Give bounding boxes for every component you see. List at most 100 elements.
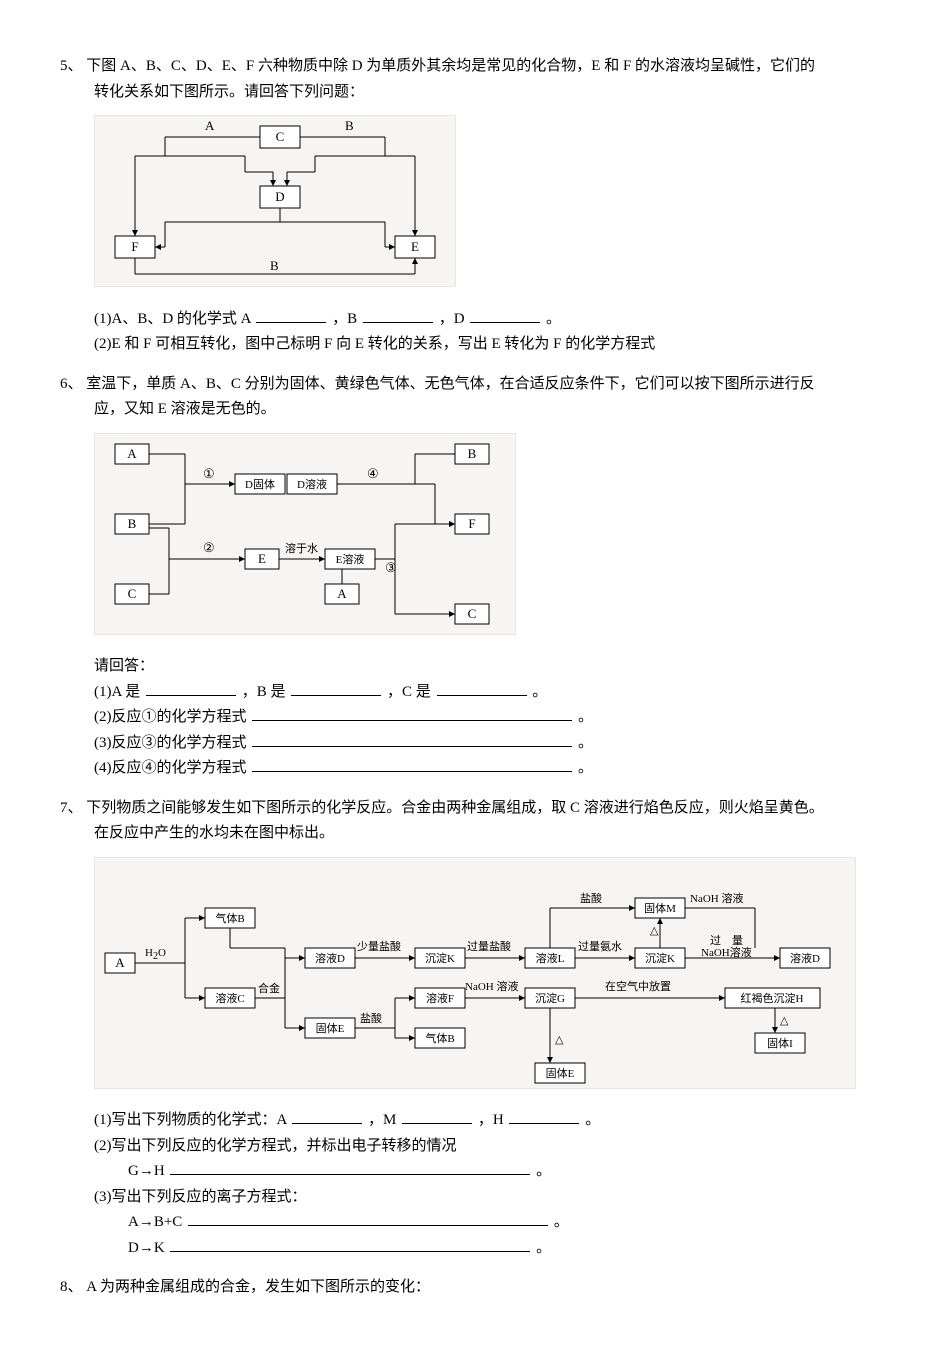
svg-text:H2O: H2O xyxy=(145,947,166,962)
q6-sub2-label: (2)反应①的化学方程式 xyxy=(94,709,247,725)
q7-sub3-head: (3)写出下列反应的离子方程式： xyxy=(60,1185,885,1211)
q7-stem-l2: 在反应中产生的水均未在图中标出。 xyxy=(60,821,885,847)
svg-text:溶液D: 溶液D xyxy=(315,951,345,965)
svg-text:盐酸: 盐酸 xyxy=(360,1011,382,1025)
q7-number: 7、 xyxy=(60,800,83,816)
svg-text:沉淀K: 沉淀K xyxy=(645,951,675,965)
blank[interactable] xyxy=(256,307,326,323)
blank[interactable] xyxy=(437,680,527,696)
svg-text:沉淀K: 沉淀K xyxy=(425,951,455,965)
q6-sub1-b: ，B 是 xyxy=(242,684,286,700)
svg-text:气体B: 气体B xyxy=(215,911,244,925)
q5-stem-l1: 下图 A、B、C、D、E、F 六种物质中除 D 为单质外其余均是常见的化合物，E… xyxy=(86,58,815,74)
svg-text:在空气中放置: 在空气中放置 xyxy=(605,979,671,993)
svg-text:NaOH 溶液: NaOH 溶液 xyxy=(690,891,743,905)
period: 。 xyxy=(578,735,593,751)
q5-sub1-b: ，B xyxy=(332,311,357,327)
q5: 5、 下图 A、B、C、D、E、F 六种物质中除 D 为单质外其余均是常见的化合… xyxy=(60,54,885,80)
blank[interactable] xyxy=(470,307,540,323)
svg-text:过 量: 过 量 xyxy=(710,934,743,947)
blank[interactable] xyxy=(402,1108,472,1124)
q7-sub3-a: A→B+C 。 xyxy=(60,1210,885,1236)
svg-text:溶液L: 溶液L xyxy=(536,951,565,965)
q7-diagram: A 气体B 溶液C 溶液D 固体E 沉淀K 溶液F 气体B 溶液L 沉淀G 固体… xyxy=(94,857,856,1089)
blank[interactable] xyxy=(363,307,433,323)
svg-text:溶液F: 溶液F xyxy=(426,991,454,1005)
svg-text:E: E xyxy=(258,551,266,566)
svg-text:溶于水: 溶于水 xyxy=(285,541,318,555)
q8-number: 8、 xyxy=(60,1279,83,1295)
svg-text:盐酸: 盐酸 xyxy=(580,891,602,905)
svg-text:沉淀G: 沉淀G xyxy=(535,991,565,1005)
q7-sub3-d: D→K 。 xyxy=(60,1236,885,1262)
svg-text:固体E: 固体E xyxy=(546,1066,575,1080)
q7-sub2-g: G→H xyxy=(128,1163,165,1179)
svg-text:固体E: 固体E xyxy=(316,1021,345,1035)
q6-sub1-c: ，C 是 xyxy=(387,684,431,700)
svg-text:红褐色沉淀H: 红褐色沉淀H xyxy=(741,991,804,1005)
svg-text:D固体: D固体 xyxy=(245,477,275,491)
q6-sub4-label: (4)反应④的化学方程式 xyxy=(94,760,247,776)
q6-answer-header: 请回答： xyxy=(60,654,885,680)
svg-text:溶液C: 溶液C xyxy=(215,991,244,1005)
svg-text:△: △ xyxy=(650,925,659,937)
q6-sub1-a: (1)A 是 xyxy=(94,684,140,700)
q7: 7、 下列物质之间能够发生如下图所示的化学反应。合金由两种金属组成，取 C 溶液… xyxy=(60,796,885,822)
q5-sub1-lead: (1)A、B、D 的化学式 A xyxy=(94,311,251,327)
q6-stem-l2: 应，又知 E 溶液是无色的。 xyxy=(60,397,885,423)
q7-sub1-h: ，H xyxy=(478,1112,504,1128)
blank[interactable] xyxy=(170,1236,530,1252)
svg-text:NaOH溶液: NaOH溶液 xyxy=(701,945,752,959)
period: 。 xyxy=(578,760,593,776)
blank[interactable] xyxy=(252,705,572,721)
svg-text:D: D xyxy=(275,189,284,204)
q6: 6、 室温下，单质 A、B、C 分别为固体、黄绿色气体、无色气体，在合适反应条件… xyxy=(60,372,885,398)
period: 。 xyxy=(546,311,561,327)
blank[interactable] xyxy=(252,731,572,747)
q7-sub2-head: (2)写出下列反应的化学方程式，并标出电子转移的情况 xyxy=(60,1134,885,1160)
blank[interactable] xyxy=(291,680,381,696)
svg-text:A: A xyxy=(337,586,347,601)
svg-text:B: B xyxy=(345,118,354,133)
q7-sub1-lead: (1)写出下列物质的化学式：A xyxy=(94,1112,287,1128)
svg-text:B: B xyxy=(270,258,279,273)
q7-sub2-line: G→H 。 xyxy=(60,1159,885,1185)
svg-text:①: ① xyxy=(203,466,215,481)
q7-sub1: (1)写出下列物质的化学式：A ，M ，H 。 xyxy=(60,1108,885,1134)
svg-text:A: A xyxy=(115,955,125,970)
q6-number: 6、 xyxy=(60,376,83,392)
blank[interactable] xyxy=(146,680,236,696)
q7-sub1-m: ，M xyxy=(368,1112,396,1128)
blank[interactable] xyxy=(252,756,572,772)
period: 。 xyxy=(585,1112,600,1128)
period: 。 xyxy=(578,709,593,725)
svg-text:气体B: 气体B xyxy=(425,1031,454,1045)
q7-sub3-a-label: A→B+C xyxy=(128,1214,182,1230)
svg-text:A: A xyxy=(127,446,137,461)
q6-sub1: (1)A 是 ，B 是 ，C 是 。 xyxy=(60,680,885,706)
q6-diagram: A B C D固体 D溶液 E E溶液 B F A C ① ② 溶于水 ③ ④ xyxy=(94,433,516,635)
svg-text:少量盐酸: 少量盐酸 xyxy=(357,939,401,953)
q6-sub3: (3)反应③的化学方程式 。 xyxy=(60,731,885,757)
q6-sub3-label: (3)反应③的化学方程式 xyxy=(94,735,247,751)
q6-sub2: (2)反应①的化学方程式 。 xyxy=(60,705,885,731)
svg-text:E: E xyxy=(411,239,419,254)
svg-text:△: △ xyxy=(555,1034,564,1046)
q8-stem: A 为两种金属组成的合金，发生如下图所示的变化： xyxy=(86,1279,430,1295)
q7-stem-l1: 下列物质之间能够发生如下图所示的化学反应。合金由两种金属组成，取 C 溶液进行焰… xyxy=(86,800,824,816)
svg-text:过量氨水: 过量氨水 xyxy=(578,940,622,953)
blank[interactable] xyxy=(188,1210,548,1226)
svg-text:NaOH 溶液: NaOH 溶液 xyxy=(465,979,518,993)
svg-text:B: B xyxy=(468,446,477,461)
period: 。 xyxy=(532,684,547,700)
q6-sub4: (4)反应④的化学方程式 。 xyxy=(60,756,885,782)
svg-text:固体I: 固体I xyxy=(767,1036,793,1050)
blank[interactable] xyxy=(170,1159,530,1175)
svg-text:C: C xyxy=(128,586,137,601)
svg-text:F: F xyxy=(468,516,475,531)
blank[interactable] xyxy=(509,1108,579,1124)
svg-text:C: C xyxy=(468,606,477,621)
svg-text:过量盐酸: 过量盐酸 xyxy=(467,939,511,953)
blank[interactable] xyxy=(292,1108,362,1124)
q5-stem-l2: 转化关系如下图所示。请回答下列问题： xyxy=(60,80,885,106)
